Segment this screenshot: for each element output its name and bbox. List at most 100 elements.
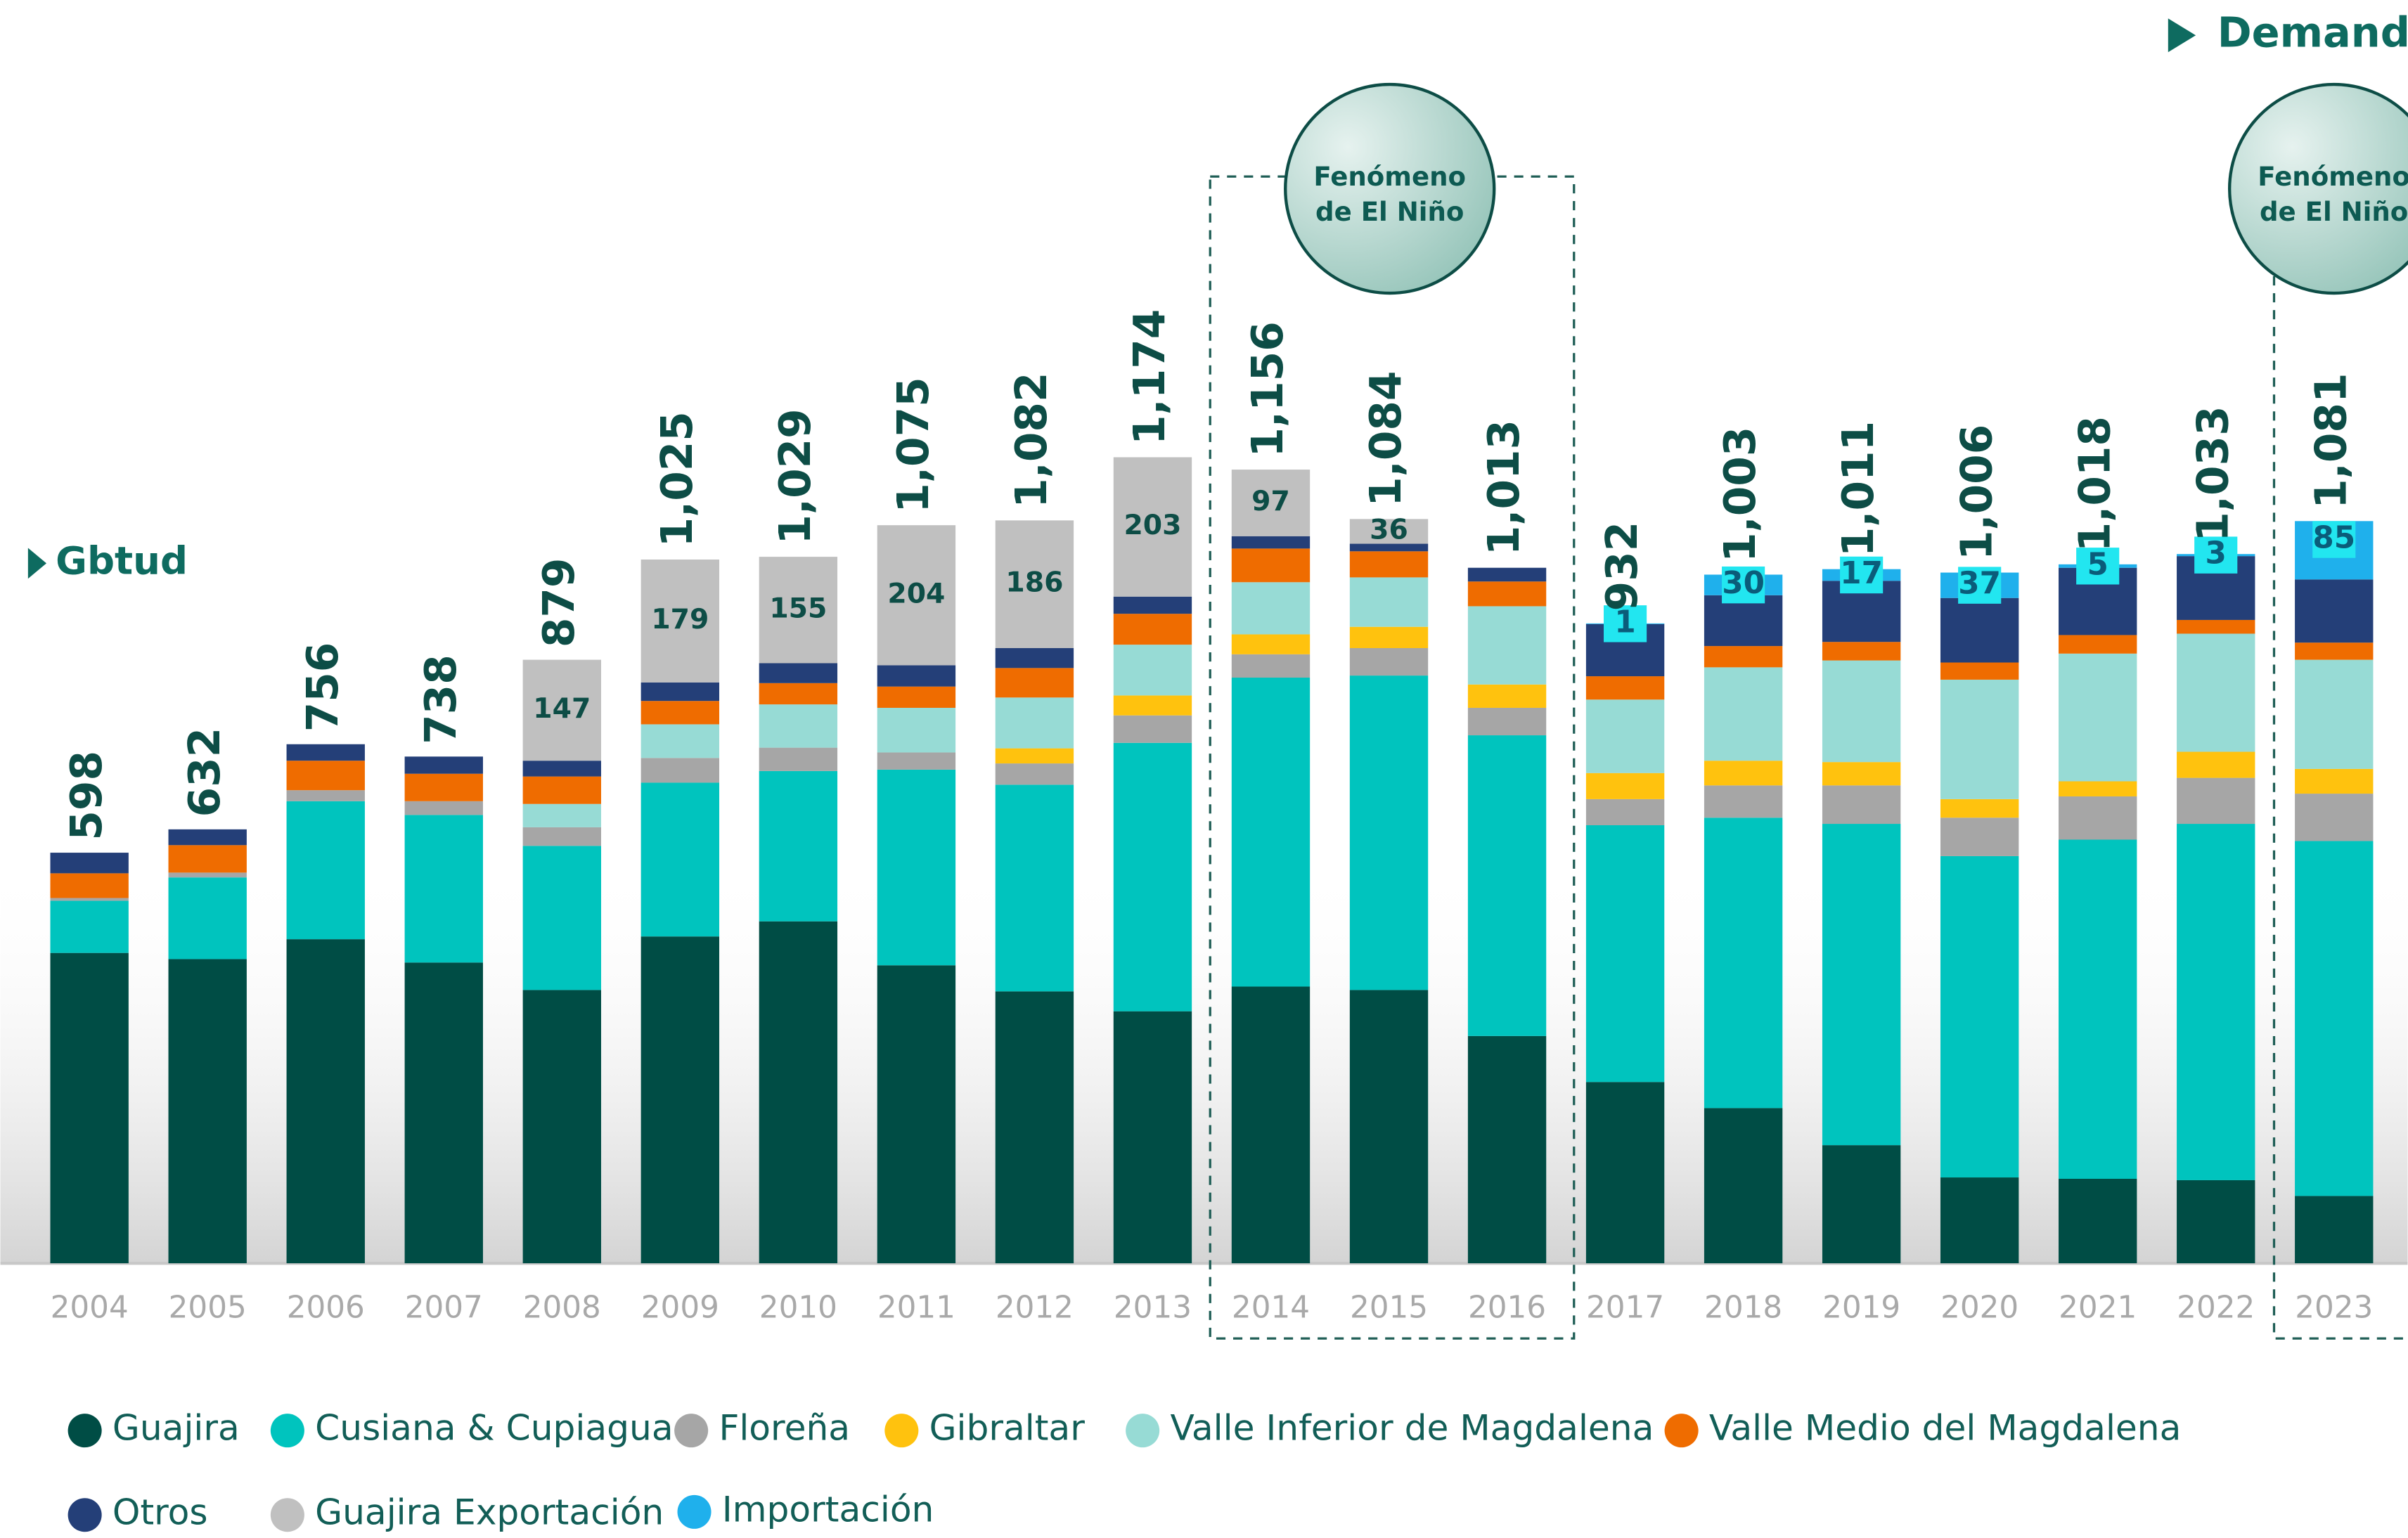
bar-segment <box>1349 543 1429 552</box>
bar-segment <box>1585 676 1665 700</box>
bar-segment <box>759 683 838 705</box>
bar-segment <box>995 668 1074 698</box>
bar-segment <box>995 763 1074 785</box>
bar-segment <box>1704 595 1783 647</box>
bar-segment <box>168 877 247 959</box>
bar-segment <box>404 773 483 801</box>
x-tick-label: 2017 <box>1586 1290 1664 1326</box>
bar-segment <box>2295 659 2374 769</box>
bar-segment <box>1940 662 2019 680</box>
segment-label: 186 <box>1005 567 1063 599</box>
bar-segment <box>1349 551 1429 578</box>
total-label: 1,033 <box>2188 406 2238 541</box>
legend: Guajira Cusiana & Cupiagua Floreña Gibralta… <box>67 1407 2181 1533</box>
bar-segment <box>877 707 956 753</box>
bar-segment <box>1822 642 1901 661</box>
total-label: 1,075 <box>889 377 939 512</box>
x-tick-label: 2010 <box>759 1290 837 1326</box>
segment-label: 203 <box>1123 510 1181 541</box>
bar-segment <box>995 991 1074 1264</box>
legend-swatch <box>884 1414 919 1448</box>
bar-segment <box>1349 648 1429 676</box>
bar-segment <box>1113 715 1192 743</box>
bar-segment <box>50 873 129 898</box>
total-label: 1,156 <box>1243 321 1293 457</box>
segment-label: 5 <box>2087 546 2108 582</box>
x-tick-label: 2004 <box>51 1290 129 1326</box>
bar-segment <box>1113 614 1192 645</box>
bar-segment <box>1940 855 2019 1178</box>
legend-swatch <box>67 1414 102 1448</box>
bar-segment <box>877 525 956 666</box>
bar-segment <box>1704 761 1783 786</box>
total-label: 1,013 <box>1479 420 1529 555</box>
legend-label: Otros <box>112 1492 208 1533</box>
bar-segment <box>50 952 129 1264</box>
segment-label: 36 <box>1370 514 1408 545</box>
total-label: 1,018 <box>2070 416 2120 552</box>
bar-segment <box>759 663 838 683</box>
bar-segment <box>1467 684 1547 708</box>
bar-segment <box>1231 548 1311 583</box>
x-tick-label: 2018 <box>1704 1290 1782 1326</box>
legend-label: Guajira <box>112 1407 240 1449</box>
bar-segment <box>2059 635 2137 654</box>
total-label: 932 <box>1597 522 1647 612</box>
nino-bubble <box>1284 82 1496 295</box>
x-tick-label: 2013 <box>1114 1290 1192 1326</box>
bar-segment <box>2295 794 2374 841</box>
bar-segment <box>759 557 838 664</box>
annotation: Fenómeno <box>1313 162 1466 192</box>
legend-swatch <box>1664 1414 1699 1448</box>
x-tick-label: 2021 <box>2059 1290 2137 1326</box>
bar-segment <box>2059 796 2137 840</box>
total-label: 1,025 <box>652 411 702 547</box>
x-tick-label: 2008 <box>523 1290 601 1326</box>
bar-segment <box>1940 679 2019 799</box>
label-box <box>1840 556 1884 594</box>
bar-segment <box>1113 645 1192 696</box>
x-tick-label: 2011 <box>877 1290 955 1326</box>
bar-segment <box>1467 735 1547 1036</box>
bar-segment <box>1113 695 1192 716</box>
bar-segment <box>1585 699 1665 773</box>
bar-segment <box>1467 707 1547 736</box>
bar-segment <box>522 659 601 761</box>
bar-segment <box>522 846 601 990</box>
bar-segment <box>286 939 365 1264</box>
bar-segment <box>759 770 838 922</box>
bar-segment <box>1704 1108 1783 1264</box>
bar-segment <box>1231 678 1311 987</box>
bar-segment <box>1467 567 1547 582</box>
bar-segment <box>877 769 956 966</box>
bar-segment <box>995 697 1074 749</box>
label-box <box>2194 536 2238 574</box>
legend-swatch <box>1126 1414 1160 1448</box>
bar-segment <box>995 520 1074 649</box>
x-tick-label: 2019 <box>1822 1290 1900 1326</box>
bar-segment <box>2177 824 2255 1180</box>
bar-segment <box>2295 768 2374 794</box>
bar-segment <box>1349 990 1429 1264</box>
nino-bubble <box>2228 82 2408 295</box>
bar-segment <box>640 724 720 758</box>
bar-segment <box>1822 660 1901 763</box>
label-box <box>2312 521 2356 558</box>
bar-segment <box>2295 579 2374 643</box>
legend-label: Valle Inferior de Magdalena <box>1170 1407 1654 1449</box>
bar-segment <box>1822 824 1901 1146</box>
bar-segment <box>640 936 720 1264</box>
bar-segment <box>286 801 365 940</box>
bar-segment <box>759 704 838 748</box>
bar-segment <box>168 829 247 846</box>
segment-label: 204 <box>887 578 945 609</box>
x-tick-label: 2015 <box>1350 1290 1428 1326</box>
bar-segment <box>1113 742 1192 1012</box>
bar-segment <box>1113 457 1192 597</box>
bar-segment <box>522 827 601 846</box>
bar-segment <box>1231 634 1311 654</box>
bar-segment <box>2295 841 2374 1196</box>
bar-segment <box>404 962 483 1264</box>
annotation: Fenómeno <box>2258 162 2408 192</box>
